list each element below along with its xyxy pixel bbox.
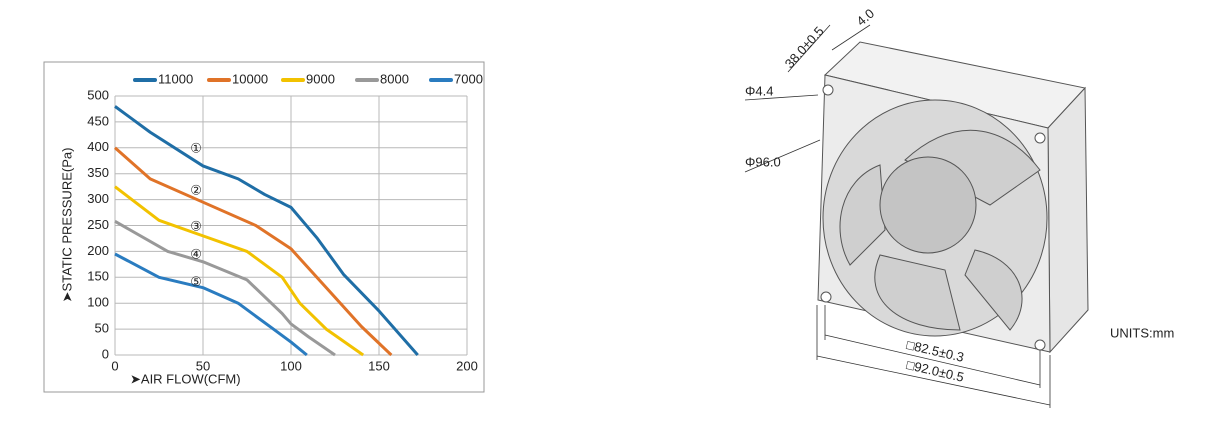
dimension-flange: 4.0 [854, 6, 877, 29]
series-line [114, 146, 393, 357]
series-line [114, 252, 308, 357]
series-line [114, 185, 365, 357]
fan-drawing [744, 24, 1089, 408]
y-tick-label: 500 [87, 87, 109, 102]
y-tick-label: 400 [87, 139, 109, 154]
x-tick-label: 100 [280, 358, 302, 373]
units-note: UNITS:mm [1110, 325, 1174, 340]
dimension-hole: Φ4.4 [745, 83, 773, 98]
y-tick-label: 100 [87, 295, 109, 310]
y-tick-label: 0 [102, 346, 109, 361]
y-tick-label: 450 [87, 113, 109, 128]
curve-label: ④ [190, 246, 202, 261]
x-tick-label: 0 [111, 358, 118, 373]
x-tick-label: 50 [196, 358, 210, 373]
curve-label: ② [190, 182, 202, 197]
x-tick-label: 150 [368, 358, 390, 373]
x-tick-label: 200 [456, 358, 478, 373]
dimension-depth: 38.0±0.5 [782, 24, 827, 72]
y-tick-label: 350 [87, 165, 109, 180]
series-line [114, 220, 336, 357]
legend-label: 9000 [306, 71, 335, 86]
y-tick-label: 50 [95, 321, 109, 336]
chart-frame [43, 61, 485, 393]
legend-label: 10000 [232, 71, 268, 86]
y-tick-label: 150 [87, 269, 109, 284]
series-line [114, 105, 419, 356]
y-tick-label: 300 [87, 191, 109, 206]
x-axis-label: ➤AIR FLOW(CFM) [130, 371, 241, 386]
curve-label: ① [190, 140, 202, 155]
curve-label: ⑤ [190, 274, 202, 289]
dimension-diameter: Φ96.0 [745, 154, 781, 169]
y-axis-label: ➤STATIC PRESSURE(Pa) [59, 148, 74, 303]
y-tick-label: 200 [87, 243, 109, 258]
y-tick-label: 250 [87, 217, 109, 232]
legend-label: 7000 [454, 71, 483, 86]
curve-label: ③ [190, 219, 202, 234]
legend-label: 8000 [380, 71, 409, 86]
legend-label: 11000 [158, 71, 193, 86]
